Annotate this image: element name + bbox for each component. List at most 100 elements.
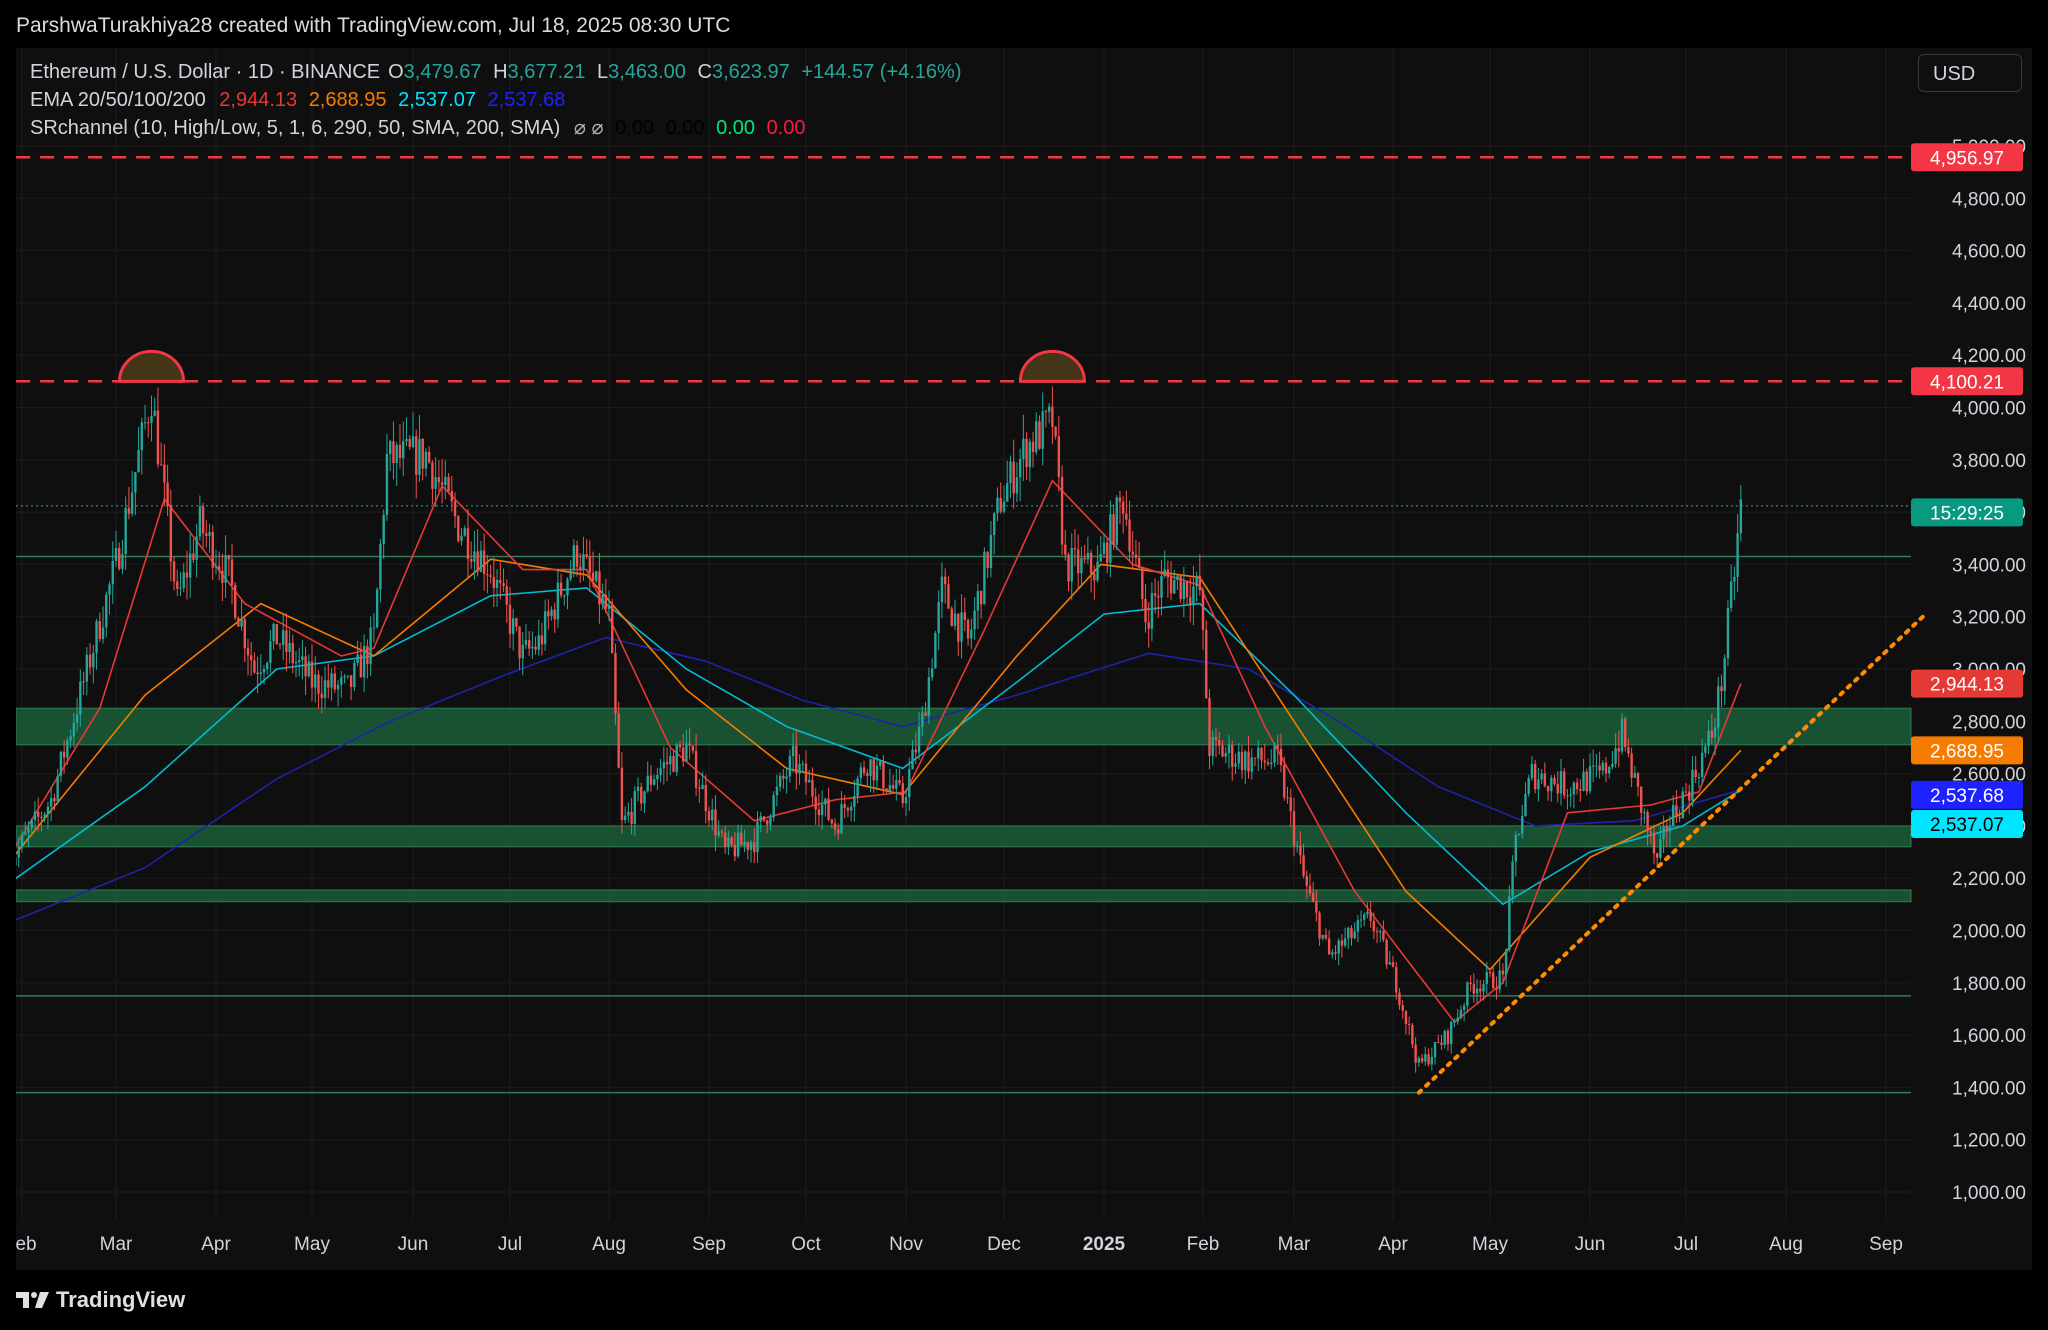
candle-body — [275, 624, 278, 645]
x-tick-label: May — [1472, 1234, 1508, 1255]
candle-body — [288, 642, 291, 653]
candle-body — [163, 464, 166, 483]
support-zone — [16, 707, 1912, 746]
candle-body — [1041, 411, 1044, 449]
candle-body — [727, 837, 730, 847]
candle-body — [740, 832, 743, 846]
candle-body — [1450, 1021, 1453, 1045]
candle-body — [1054, 426, 1057, 437]
price-chart[interactable]: 1,000.00 1,200.00 1,400.00 1,600.00 1,800.00… — [16, 48, 2032, 1270]
candle-body — [1575, 782, 1579, 790]
candle-body — [983, 551, 986, 605]
candle-body — [214, 566, 218, 568]
author-credit: ParshwaTurakhiya28 created with TradingV… — [16, 14, 731, 37]
x-tick-label: Jun — [398, 1234, 429, 1255]
candle-body — [1700, 752, 1704, 778]
candle-body — [572, 545, 576, 571]
candle-body — [904, 797, 908, 804]
candle-body — [1163, 569, 1166, 576]
high-value: 3,677.21 — [507, 61, 586, 83]
tradingview-logo[interactable]: TradingView — [16, 1287, 185, 1313]
candle-body — [1057, 436, 1061, 477]
x-tick-label: Mar — [100, 1234, 133, 1255]
candle-body — [846, 807, 850, 811]
candle-body — [250, 655, 253, 661]
sr-value-3: 0.00 — [716, 117, 755, 139]
candle-body — [1089, 552, 1093, 574]
candle-body — [1137, 557, 1141, 568]
candle-body — [1218, 740, 1221, 746]
candle-body — [1331, 952, 1334, 955]
candle-body — [192, 553, 195, 560]
low-label: L — [596, 61, 609, 83]
candle-body — [996, 497, 999, 514]
candle-body — [540, 635, 544, 645]
srchannel-symbols: ⌀ ⌀ — [573, 117, 604, 139]
ema50-line — [16, 558, 1742, 971]
candle-body — [1250, 757, 1253, 772]
candle-body — [1321, 934, 1324, 939]
candle-body — [127, 507, 131, 514]
candle-body — [221, 570, 224, 583]
horizontal-levels — [16, 156, 1911, 1094]
candle-body — [411, 436, 415, 447]
candle-body — [98, 621, 101, 640]
candle-body — [714, 809, 717, 836]
candle-body — [895, 780, 898, 789]
candle-body — [301, 656, 304, 661]
candle-body — [1025, 438, 1028, 468]
candle-body — [333, 673, 337, 690]
candle-body — [866, 772, 869, 776]
candle-body — [1595, 765, 1598, 767]
candle-body — [711, 809, 714, 821]
candle-body — [1102, 542, 1106, 554]
candle-body — [218, 566, 221, 571]
candle-body — [137, 450, 140, 473]
candle-body — [1479, 988, 1482, 992]
candle-body — [40, 816, 43, 818]
candle-body — [1176, 575, 1179, 580]
candle-body — [908, 769, 911, 798]
candle-body — [782, 775, 785, 779]
candle-body — [856, 778, 859, 797]
candle-body — [1073, 547, 1077, 550]
candle-body — [1729, 581, 1733, 608]
candle-body — [179, 587, 182, 589]
candle-body — [395, 444, 398, 464]
grid-lines — [16, 48, 1911, 1220]
candle-body — [688, 743, 691, 746]
candle-body — [646, 775, 649, 792]
candle-body — [105, 594, 108, 628]
candle-body — [156, 410, 160, 465]
candle-body — [415, 436, 418, 475]
candle-body — [486, 573, 489, 576]
candle-body — [1582, 771, 1585, 791]
candle-body — [582, 554, 585, 570]
candle-body — [849, 806, 853, 811]
sr-value-2: 0.00 — [665, 117, 705, 139]
candle-body — [234, 584, 237, 619]
candle-body — [766, 820, 769, 825]
candle-body — [1144, 599, 1147, 623]
candle-body — [1440, 1042, 1443, 1046]
x-tick-label: eb — [16, 1234, 37, 1255]
candle-body — [785, 776, 788, 779]
candle-body — [1173, 579, 1176, 594]
high-label: H — [493, 61, 508, 83]
candle-body — [620, 767, 624, 821]
currency-button[interactable]: USD — [1918, 54, 2022, 92]
countdown-tag-bg — [1911, 498, 2023, 527]
support-zones — [16, 707, 1912, 903]
candle-body — [1266, 762, 1270, 765]
candle-body — [640, 786, 643, 804]
candle-body — [140, 422, 144, 451]
candle-body — [27, 828, 30, 833]
candle-body — [1131, 551, 1134, 555]
candle-body — [733, 844, 737, 857]
candle-body — [1611, 763, 1614, 768]
x-tick-label: Sep — [692, 1234, 726, 1255]
candle-body — [518, 626, 521, 659]
candle-body — [1585, 771, 1588, 792]
candle-body — [762, 816, 766, 821]
chart-area[interactable]: 1,000.00 1,200.00 1,400.00 1,600.00 1,800.00… — [16, 48, 2032, 1270]
